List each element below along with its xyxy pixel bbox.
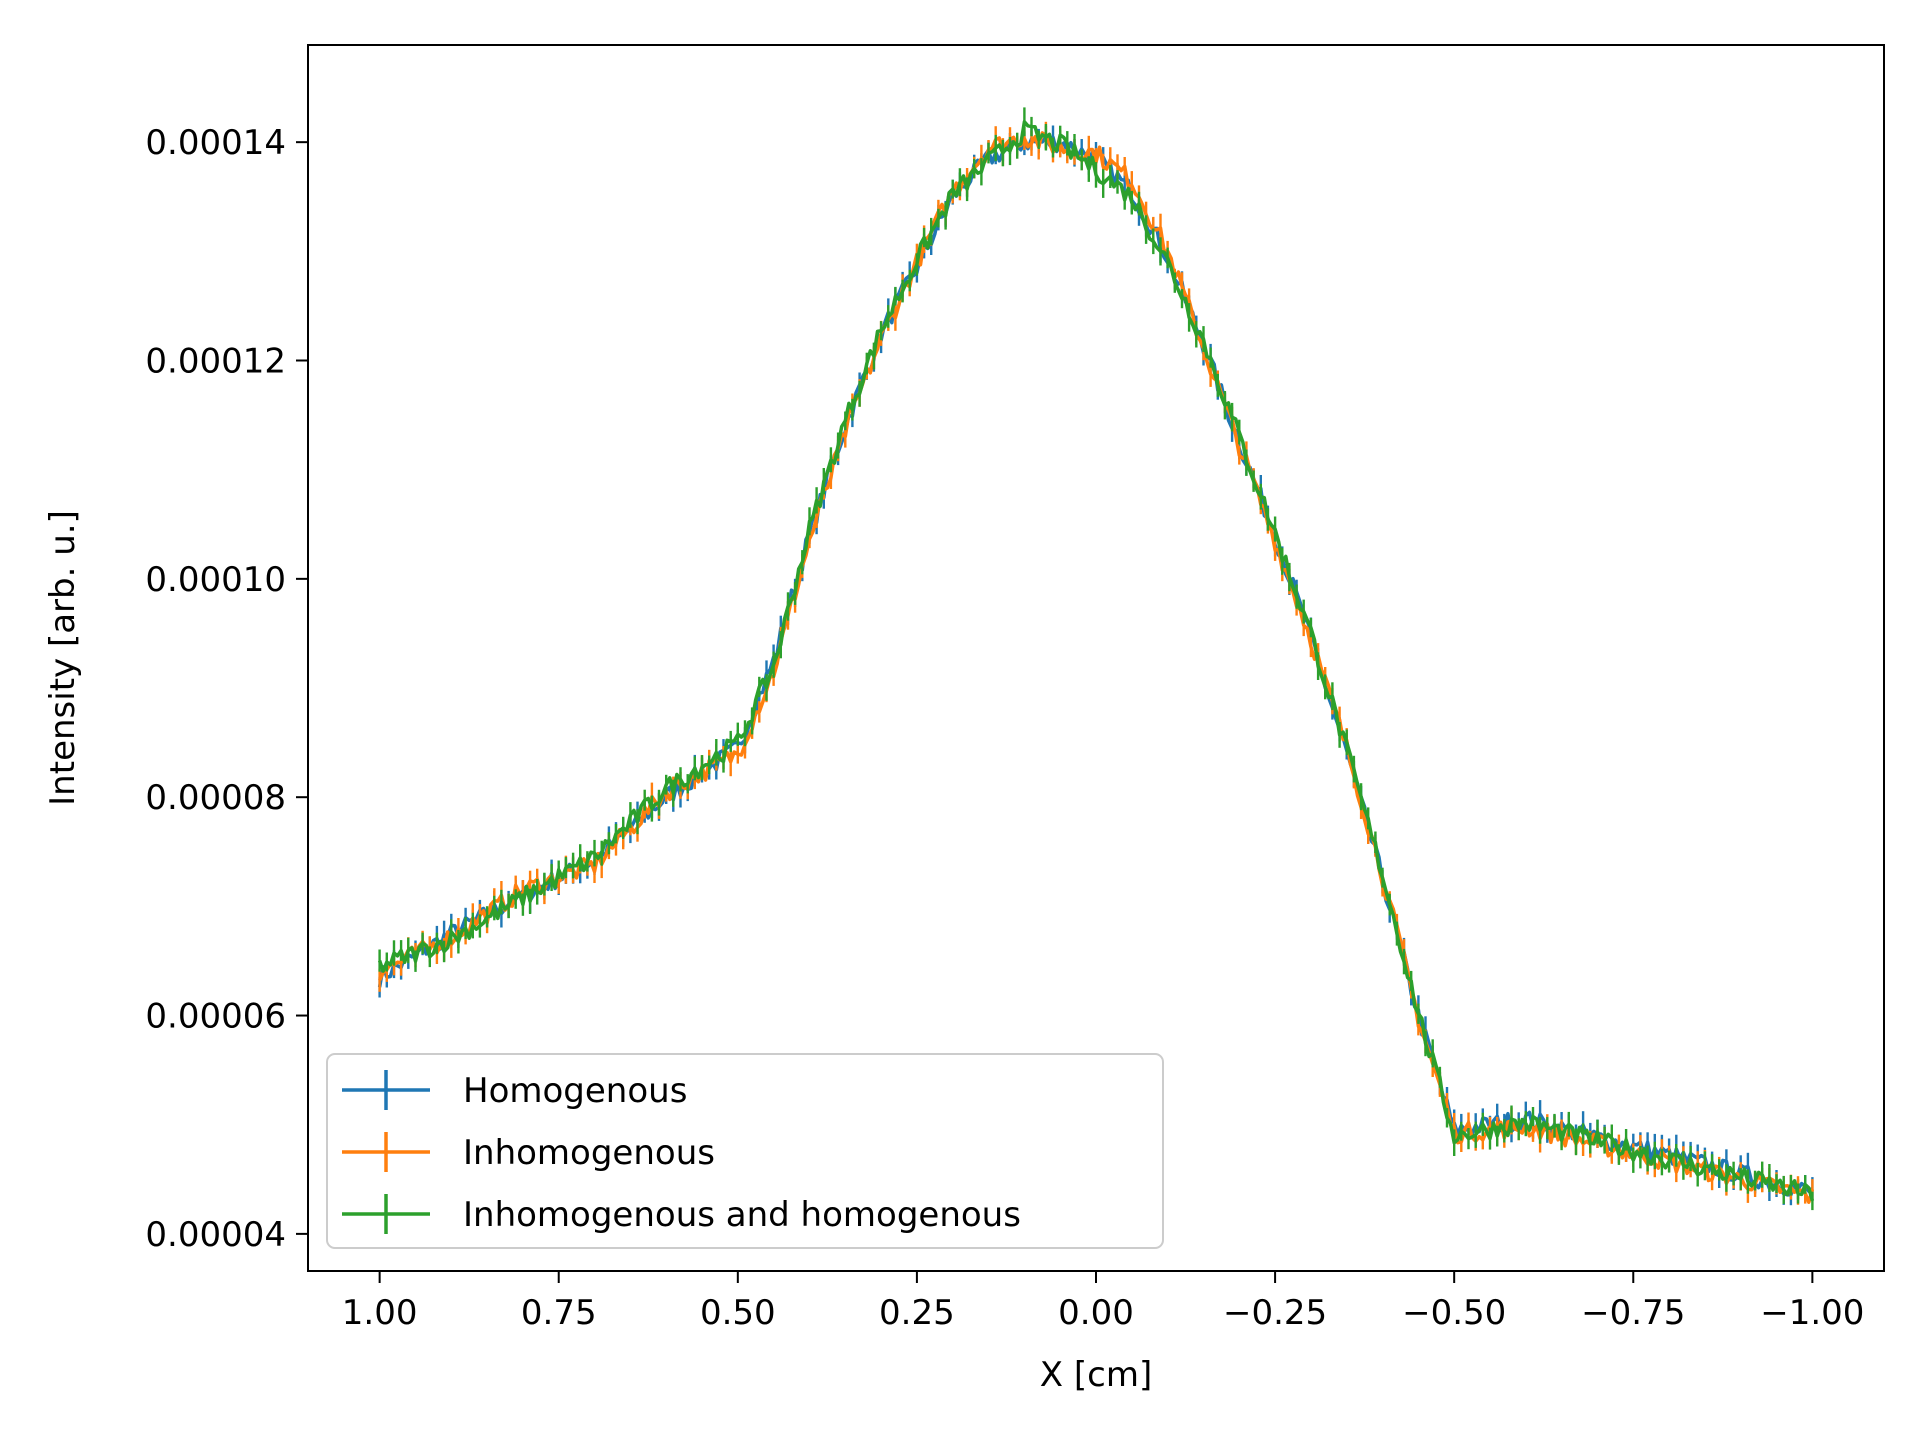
series-2 (377, 107, 1815, 1211)
x-tick-label: −0.25 (1223, 1293, 1327, 1333)
legend-label: Inhomogenous (463, 1133, 715, 1173)
x-axis: 1.00 0.75 0.50 0.25 0.00 −0.25 −0.50 −0.75 −1.00 (342, 1271, 1864, 1333)
x-axis-label: X [cm] (1040, 1355, 1152, 1395)
legend-box (326, 1053, 1164, 1249)
y-tick-label: 0.00010 (145, 560, 286, 600)
x-tick-label: 0.50 (700, 1293, 776, 1333)
x-tick-label: 0.00 (1058, 1293, 1134, 1333)
series-line (377, 120, 1815, 1202)
y-tick-label: 0.00008 (145, 778, 286, 818)
legend-label: Homogenous (463, 1071, 687, 1111)
x-tick-label: 1.00 (342, 1293, 418, 1333)
legend-entry: Inhomogenous (342, 1132, 715, 1173)
x-tick-label: 0.75 (521, 1293, 597, 1333)
y-tick-label: 0.00004 (145, 1215, 286, 1255)
legend-entries: Homogenous Inhomogenous Inhomogenous and h… (342, 1070, 1021, 1235)
y-tick-label: 0.00014 (145, 123, 286, 163)
legend-entry: Inhomogenous and homogenous (342, 1194, 1021, 1235)
x-tick-label: −1.00 (1760, 1293, 1864, 1333)
y-axis-label: Intensity [arb. u.] (43, 510, 83, 806)
x-tick-label: 0.25 (879, 1293, 955, 1333)
legend-label: Inhomogenous and homogenous (463, 1195, 1021, 1235)
x-tick-label: −0.75 (1581, 1293, 1685, 1333)
legend-entry: Homogenous (342, 1070, 687, 1111)
legend: Homogenous Inhomogenous Inhomogenous and h… (326, 1053, 1164, 1249)
y-tick-label: 0.00006 (145, 997, 286, 1037)
series-layer (377, 107, 1815, 1211)
y-tick-label: 0.00012 (145, 342, 286, 382)
y-axis: 0.00004 0.00006 0.00008 0.00010 0.00012 0.000… (145, 123, 308, 1255)
x-tick-label: −0.50 (1402, 1293, 1506, 1333)
